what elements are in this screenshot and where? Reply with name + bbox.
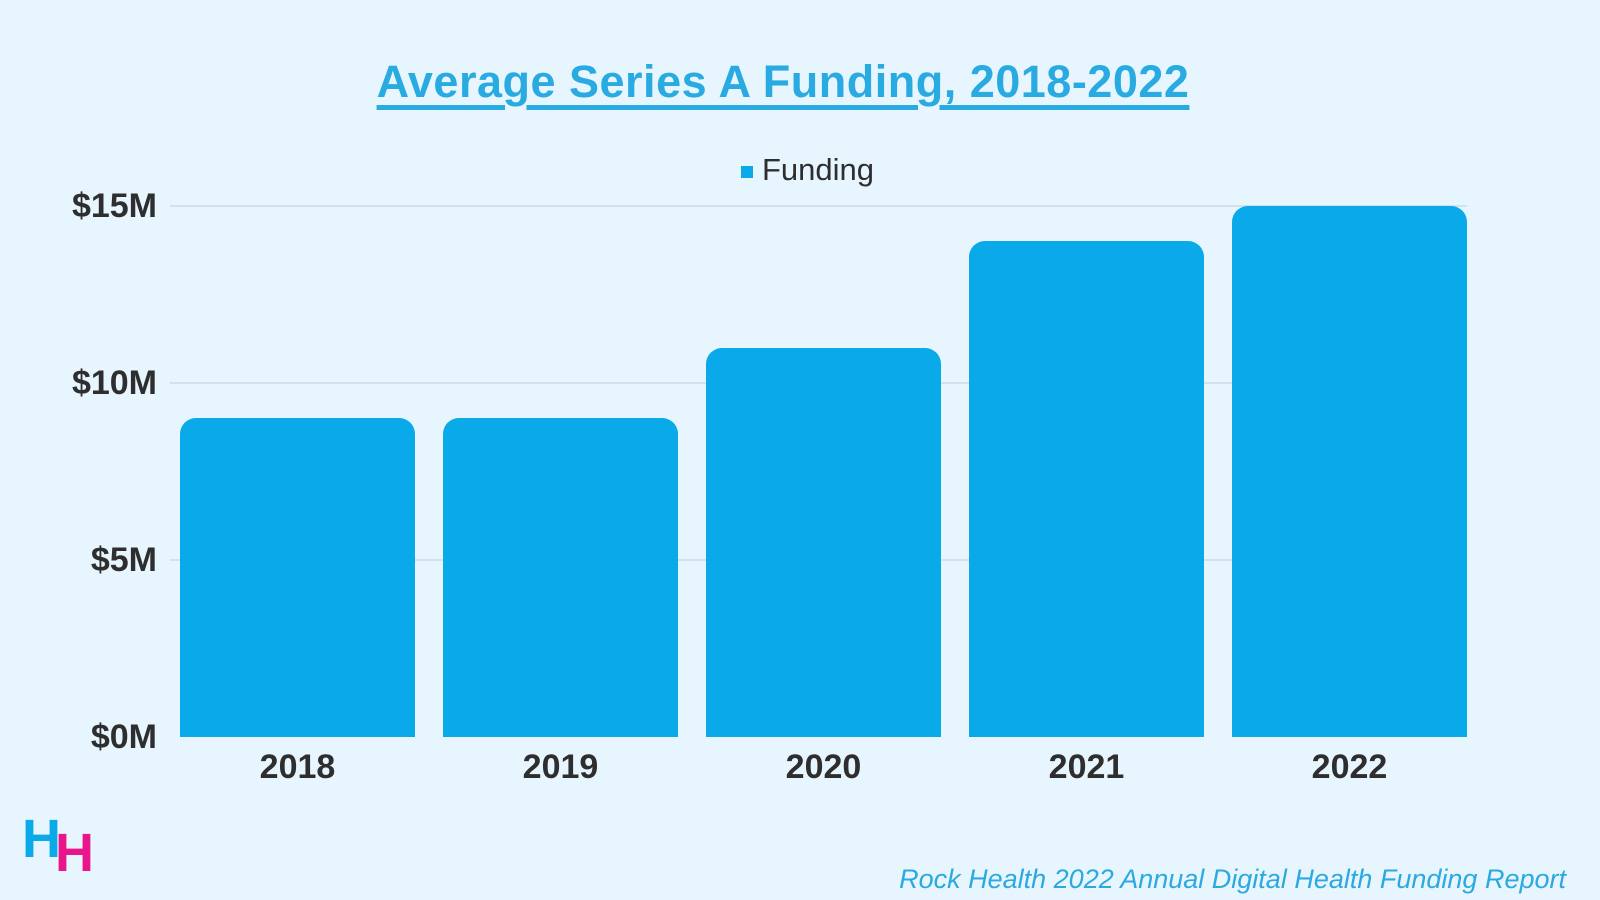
legend: Funding (741, 152, 874, 188)
y-axis-label-$10M: $10M (71, 364, 157, 402)
x-axis-label-2018: 2018 (259, 748, 336, 786)
bar-2020 (706, 347, 941, 737)
legend-marker-icon (741, 165, 753, 178)
bar-2019 (443, 418, 678, 737)
chart-title: Average Series A Funding, 2018-2022 (376, 56, 1190, 107)
y-axis-label-$5M: $5M (90, 541, 157, 579)
logo-letter-blue: H (22, 809, 61, 869)
legend-label: Funding (762, 152, 875, 187)
gridline-$15M (170, 205, 1467, 207)
x-axis-label-2020: 2020 (785, 748, 862, 786)
y-axis-label-$15M: $15M (71, 187, 157, 225)
bar-2022 (1232, 206, 1467, 737)
x-axis-label-2019: 2019 (522, 748, 599, 786)
bar-2021 (969, 241, 1204, 737)
y-axis-label-$0M: $0M (90, 718, 157, 756)
logo-letter-pink: H (55, 823, 94, 883)
bar-2018 (180, 418, 415, 737)
source-attribution: Rock Health 2022 Annual Digital Health F… (899, 864, 1566, 894)
x-axis-label-2022: 2022 (1311, 748, 1388, 786)
x-axis-label-2021: 2021 (1048, 748, 1125, 786)
